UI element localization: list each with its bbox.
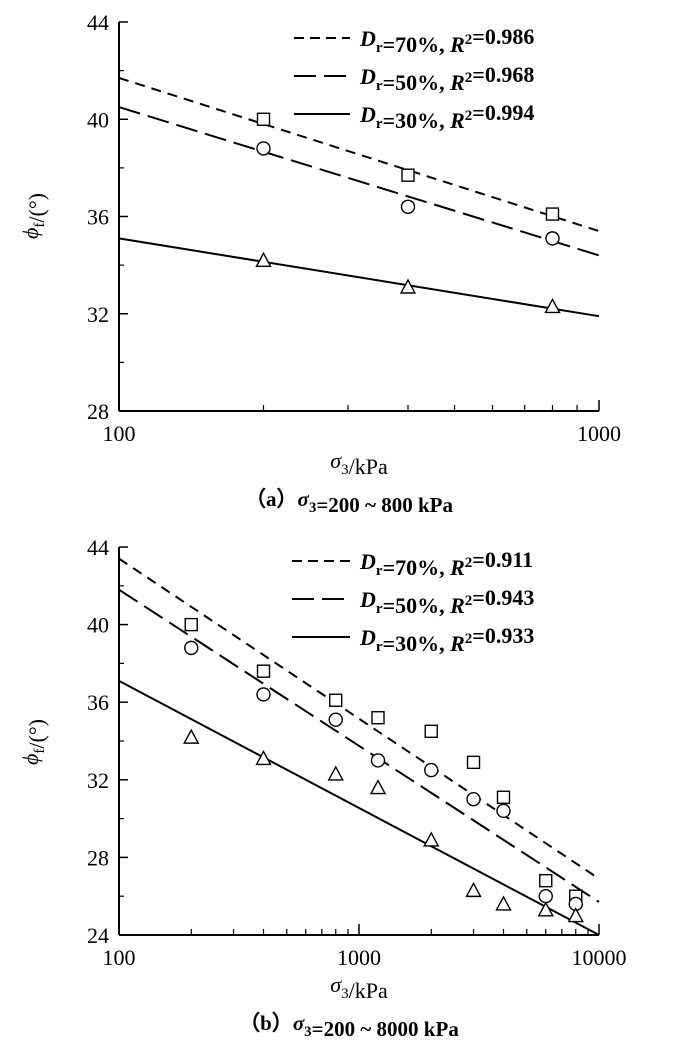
y-tick-label: 44 [87,10,109,35]
data-point-triangle [423,831,440,847]
legend-label-3: Dr=30%, R2=0.933 [359,623,534,656]
data-point-triangle [255,749,272,766]
y-tick-label: 32 [87,768,109,793]
chart-panel-b: 24 28 32 36 40 44 100 1000 10000 Dr=70%, R2=0.911… [18,535,627,1041]
data-point-square [329,693,343,707]
data-point-triangle [327,765,344,781]
x-tick-label: 100 [103,945,136,970]
y-tick-label: 24 [87,923,109,948]
data-point-circle [538,889,553,904]
fit-line-series-2 [118,588,600,903]
data-point-square [401,168,415,182]
y-tick-label: 28 [87,845,109,870]
data-point-square [539,873,553,888]
data-point-triangle [537,901,554,917]
fit-line-series-3 [118,679,600,936]
data-point-circle [400,199,416,214]
panel-caption: （a）σ3=200 ~ 800 kPa [245,487,453,517]
y-tick-label: 32 [87,302,109,327]
data-point-circle [545,231,560,246]
data-point-circle [370,753,386,768]
y-tick-label: 36 [87,690,109,715]
y-tick-label: 28 [87,399,109,424]
x-tick-label: 100 [103,421,136,446]
y-tick-label: 40 [87,107,109,132]
data-point-circle [328,712,343,727]
data-point-square [184,617,198,632]
y-tick-label: 44 [87,535,109,560]
x-axis-label: σ3/kPa [330,972,388,1003]
data-point-triangle [567,907,584,923]
legend-label-2: Dr=50%, R2=0.968 [359,62,534,95]
panel-caption: （b）σ3=200 ~ 8000 kPa [239,1011,459,1041]
data-point-circle [256,141,271,156]
data-point-square [371,711,385,725]
fit-line-series-1 [118,557,600,880]
data-point-triangle [183,728,200,744]
data-point-triangle [544,297,561,314]
legend-label-1: Dr=70%, R2=0.911 [359,547,533,580]
data-point-triangle [369,779,387,795]
data-point-circle [256,687,271,702]
data-point-circle [466,792,481,807]
data-point-square [545,207,560,221]
data-point-square [256,664,271,678]
y-axis-label: ϕf/(°) [18,193,49,239]
data-point-triangle [465,881,482,898]
legend-label-1: Dr=70%, R2=0.986 [359,24,534,57]
fit-line-series-2 [118,106,600,257]
data-point-square [466,755,481,770]
data-point-square [256,112,271,126]
fit-line-series-3 [118,237,600,318]
x-axis-label: σ3/kPa [330,448,388,479]
data-point-square [496,790,511,804]
chart-panel-a: 28 32 36 40 44 100 1000 Dr=70%, R2=0.986 Dr=50%,… [18,10,621,517]
y-tick-label: 40 [87,613,109,638]
data-point-triangle [399,278,417,294]
y-tick-label: 36 [87,205,109,230]
data-point-circle [424,762,439,778]
legend-label-3: Dr=30%, R2=0.994 [359,100,534,133]
x-tick-label: 1000 [337,945,381,970]
data-point-circle [496,803,511,819]
data-point-triangle [255,251,272,267]
y-axis-label: ϕf/(°) [18,719,49,765]
legend-label-2: Dr=50%, R2=0.943 [359,585,534,618]
data-point-circle [184,640,199,656]
x-tick-label: 1000 [577,421,621,446]
data-point-triangle [495,895,512,911]
data-point-square [424,724,438,738]
x-tick-label: 10000 [572,945,627,970]
